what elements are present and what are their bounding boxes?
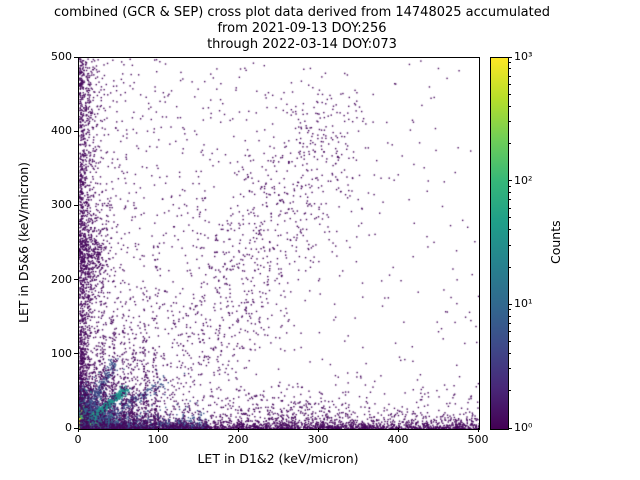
x-tick-mark	[477, 428, 479, 432]
colorbar-minor-tick-mark	[508, 353, 511, 355]
y-tick-mark	[74, 279, 78, 281]
x-tick-label: 400	[387, 433, 409, 446]
colorbar-tick-mark	[508, 427, 512, 429]
colorbar-tick-label: 10¹	[514, 297, 533, 311]
x-tick-label: 500	[467, 433, 489, 446]
scatter-canvas	[79, 58, 479, 429]
colorbar-tick-label: 10²	[514, 173, 533, 187]
colorbar-minor-tick-mark	[508, 83, 511, 85]
y-tick-mark	[74, 56, 78, 58]
colorbar	[490, 57, 509, 430]
x-tick-mark	[317, 428, 319, 432]
colorbar-minor-tick-mark	[508, 185, 511, 187]
colorbar-tick-mark	[508, 303, 512, 305]
colorbar-minor-tick-mark	[508, 244, 511, 246]
colorbar-minor-tick-mark	[508, 68, 511, 70]
colorbar-minor-tick-mark	[508, 331, 511, 333]
y-tick-mark	[74, 427, 78, 429]
x-tick-label: 300	[307, 433, 329, 446]
x-axis-label: LET in D1&2 (keV/micron)	[197, 451, 359, 466]
colorbar-minor-tick-mark	[508, 309, 511, 311]
colorbar-minor-tick-mark	[508, 199, 511, 201]
colorbar-minor-tick-mark	[508, 322, 511, 324]
y-tick-label: 300	[51, 198, 72, 212]
y-tick-mark	[74, 130, 78, 132]
colorbar-minor-tick-mark	[508, 390, 511, 392]
x-tick-mark	[237, 428, 239, 432]
y-tick-label: 0	[65, 421, 72, 434]
y-tick-label: 400	[51, 124, 72, 138]
colorbar-minor-tick-mark	[508, 315, 511, 317]
plot-title-line-2: from 2021-09-13 DOY:256	[217, 21, 387, 36]
colorbar-tick-mark	[508, 56, 512, 58]
y-axis-label: LET in D5&6 (keV/micron)	[16, 161, 31, 324]
colorbar-minor-tick-mark	[508, 229, 511, 231]
x-tick-label: 200	[227, 433, 249, 446]
colorbar-tick-label: 10³	[514, 50, 533, 63]
plot-area	[78, 57, 480, 430]
y-tick-label: 200	[51, 272, 72, 286]
colorbar-tick-mark	[508, 180, 512, 182]
colorbar-label: Counts	[548, 220, 563, 265]
colorbar-minor-tick-mark	[508, 62, 511, 64]
colorbar-minor-tick-mark	[508, 341, 511, 343]
colorbar-minor-tick-mark	[508, 75, 511, 77]
y-tick-label: 100	[51, 346, 72, 360]
colorbar-minor-tick-mark	[508, 192, 511, 194]
colorbar-tick-label: 10⁰	[514, 421, 533, 434]
plot-title-line-1: combined (GCR & SEP) cross plot data der…	[53, 5, 550, 20]
y-tick-mark	[74, 204, 78, 206]
y-tick-label: 500	[51, 50, 72, 63]
colorbar-minor-tick-mark	[508, 105, 511, 107]
x-tick-mark	[157, 428, 159, 432]
plot-title-line-3: through 2022-03-14 DOY:073	[207, 37, 397, 52]
x-tick-label: 100	[147, 433, 169, 446]
colorbar-minor-tick-mark	[508, 207, 511, 209]
x-tick-mark	[77, 428, 79, 432]
colorbar-minor-tick-mark	[508, 266, 511, 268]
colorbar-minor-tick-mark	[508, 368, 511, 370]
x-tick-mark	[397, 428, 399, 432]
colorbar-minor-tick-mark	[508, 142, 511, 144]
x-tick-label: 0	[74, 433, 82, 446]
colorbar-minor-tick-mark	[508, 121, 511, 123]
colorbar-minor-tick-mark	[508, 217, 511, 219]
y-tick-mark	[74, 353, 78, 355]
colorbar-minor-tick-mark	[508, 93, 511, 95]
